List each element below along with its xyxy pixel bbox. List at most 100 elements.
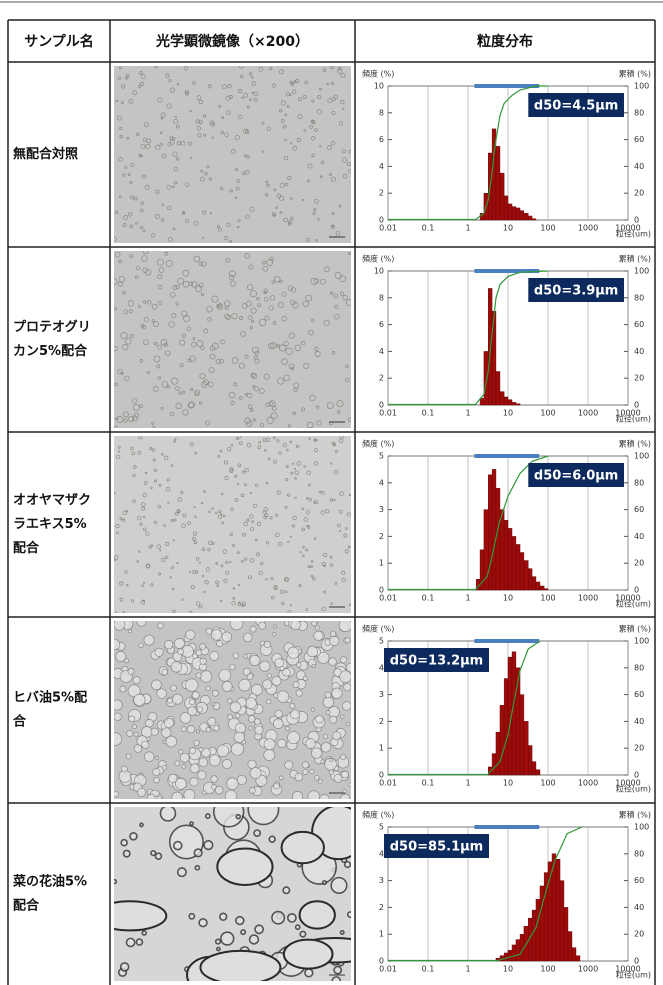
particle [271,280,275,284]
particle [188,281,194,286]
particle [244,557,248,561]
particle [163,342,168,347]
particle [125,753,132,760]
particle [149,447,153,451]
histogram-bar [575,955,581,962]
particle [265,180,269,184]
particle [264,192,269,197]
particle [139,358,144,363]
x-axis-label: 粒径(um) [616,970,651,980]
particle [283,340,289,347]
y2-tick-label: 20 [634,189,644,198]
particle [173,637,185,649]
particle [229,621,244,631]
particle [123,375,130,382]
particle [167,501,170,504]
particle [311,120,316,125]
particle [294,477,297,480]
particle [132,90,138,96]
cumulative-line [474,270,549,406]
particle [253,829,262,838]
particle [346,911,351,918]
y2-tick-label: 40 [634,903,644,912]
particle [115,417,119,421]
particle [207,317,212,322]
particle [173,518,177,522]
particle [127,667,135,675]
particle [154,647,164,657]
particle [310,565,313,569]
histogram-bar [511,944,517,962]
particle [122,223,127,228]
particle [152,321,159,328]
particle [192,653,198,659]
particle [230,400,235,405]
particle [224,789,238,799]
particle [330,66,334,70]
particle [306,421,314,428]
particle [284,505,288,509]
particle [159,142,163,146]
particle [221,116,225,120]
y2-tick-label: 40 [634,532,644,541]
particle [347,545,351,549]
particle [278,451,282,455]
particle [288,93,292,97]
x-axis-label: 粒径(um) [616,229,651,239]
particle [248,264,254,270]
particle [223,236,228,241]
particle [285,182,289,186]
particle [145,563,151,569]
x-tick-label: 0.01 [379,594,397,603]
particle [154,66,159,69]
particle [180,726,187,732]
particle [224,475,229,480]
particle [247,715,256,723]
particle [171,137,176,141]
particle [193,540,198,545]
particle [331,141,336,146]
particle [287,220,292,225]
particle [160,557,166,563]
particle [123,418,128,423]
particle [118,259,122,264]
particle [288,363,295,370]
particle [262,260,266,265]
particle [286,493,291,497]
particle [165,555,169,560]
particle [196,340,204,348]
particle [320,742,332,753]
x-axis-label: 粒径(um) [616,784,651,794]
particle [209,212,213,215]
particle [336,400,344,408]
particle [338,509,343,514]
particle [114,236,117,242]
particle [154,755,159,760]
y2-tick-label: 40 [634,347,644,356]
particle [136,621,147,627]
particle [217,227,223,232]
particle [294,470,300,475]
particle [319,490,322,494]
histogram-bar [491,469,497,591]
particle [229,270,236,278]
particle [203,379,209,386]
particle [114,346,118,351]
particle [229,189,233,193]
particle [161,765,168,771]
particle [290,621,301,631]
particle [265,482,269,485]
particle [301,407,306,412]
particle [130,195,134,200]
particle [321,606,326,612]
particle [156,795,162,799]
particle [199,261,204,267]
particle [188,401,195,409]
particle [259,423,265,428]
particle [245,697,257,710]
x-axis-label: 粒径(um) [616,414,651,424]
particle [243,128,249,134]
y2-tick-label: 100 [634,452,649,461]
particle [187,521,191,525]
y-tick-label: 3 [379,876,384,885]
